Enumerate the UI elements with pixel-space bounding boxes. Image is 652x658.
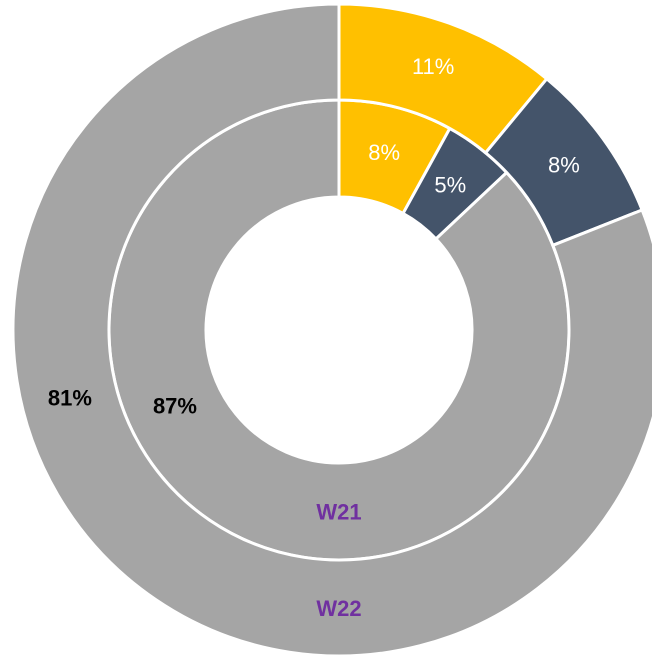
data-label: 81% xyxy=(48,386,92,411)
data-label: 87% xyxy=(153,394,197,419)
data-label: 8% xyxy=(548,152,580,177)
ring-label: W22 xyxy=(316,596,361,621)
donut-segment xyxy=(11,2,652,658)
data-label: 11% xyxy=(412,54,454,79)
ring-label: W21 xyxy=(316,499,361,524)
data-label: 8% xyxy=(368,140,400,165)
data-label: 5% xyxy=(434,172,466,197)
